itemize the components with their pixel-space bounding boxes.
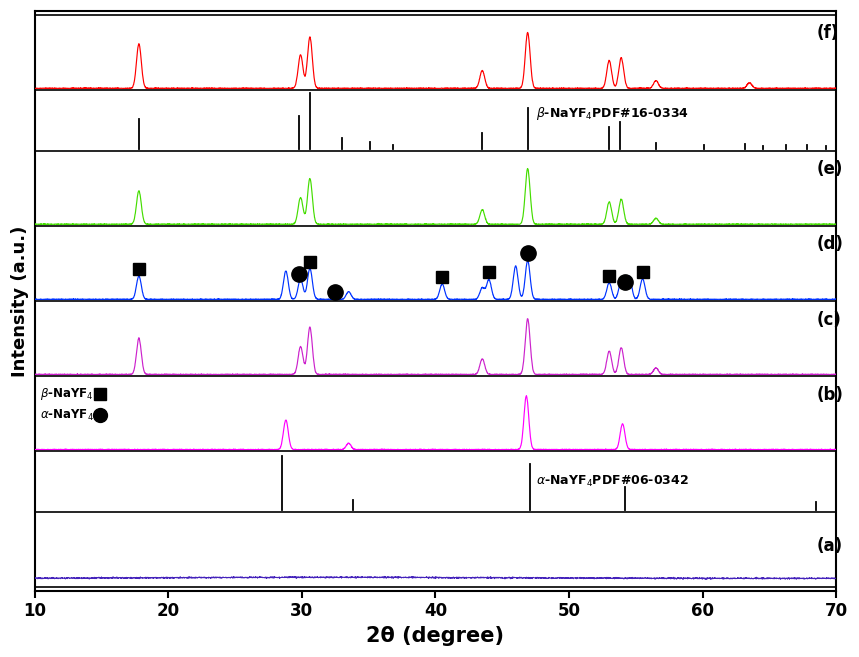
Text: (a): (a) xyxy=(816,537,843,555)
Text: $\alpha$-NaYF$_4$ :: $\alpha$-NaYF$_4$ : xyxy=(40,408,102,423)
Text: (d): (d) xyxy=(816,235,844,254)
Text: (b): (b) xyxy=(816,386,844,403)
Text: (f): (f) xyxy=(816,24,838,43)
Text: $\beta$-NaYF$_4$ :: $\beta$-NaYF$_4$ : xyxy=(40,386,102,402)
Y-axis label: Intensity (a.u.): Intensity (a.u.) xyxy=(11,225,29,376)
X-axis label: 2θ (degree): 2θ (degree) xyxy=(367,626,504,646)
Text: (c): (c) xyxy=(816,311,841,328)
Text: (e): (e) xyxy=(816,160,843,179)
Text: $\beta$-NaYF$_4$PDF#16-0334: $\beta$-NaYF$_4$PDF#16-0334 xyxy=(536,105,689,122)
Text: $\alpha$-NaYF$_4$PDF#06-0342: $\alpha$-NaYF$_4$PDF#06-0342 xyxy=(536,474,689,489)
